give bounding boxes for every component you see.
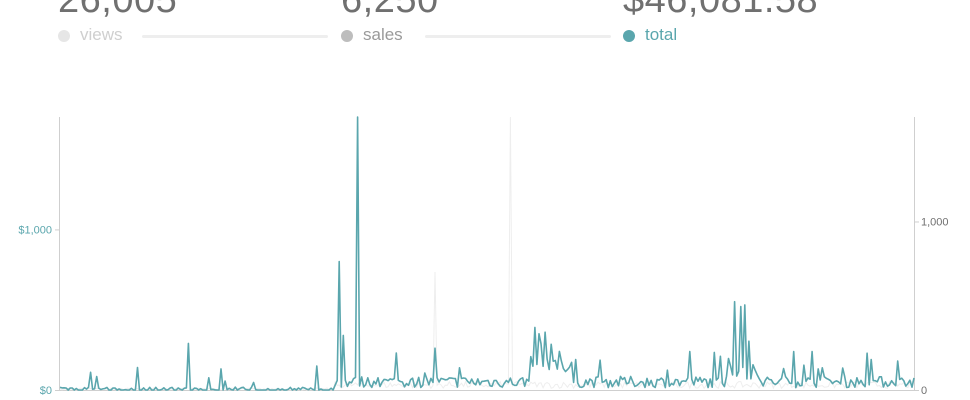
left-tick-label: $0	[40, 385, 52, 397]
stats-bar: 26,005 views 6,250 sales $46,081.58 tota…	[0, 0, 970, 70]
stat-track	[142, 35, 328, 38]
right-tick-label: 1,000	[921, 216, 949, 228]
left-tick-label: $1,000	[18, 224, 52, 236]
sales-dot-icon	[341, 30, 353, 42]
views-dot-icon	[58, 30, 70, 42]
total-series-line	[59, 116, 915, 391]
stat-value: 26,005	[58, 0, 178, 21]
stat-label: views	[80, 25, 123, 44]
right-tick-label: 0	[921, 385, 927, 397]
stat-value: 6,250	[341, 0, 439, 21]
stat-sales[interactable]: 6,250 sales	[341, 0, 611, 46]
stat-label: total	[645, 25, 678, 44]
views-series-line	[59, 116, 915, 391]
stat-total[interactable]: $46,081.58 total	[623, 0, 818, 46]
left-axis-ticks: $0 $1,000	[18, 224, 60, 397]
stat-views[interactable]: 26,005 views	[58, 0, 328, 46]
stat-track	[425, 35, 611, 38]
stat-label: sales	[363, 25, 403, 44]
total-dot-icon	[623, 30, 635, 42]
right-axis-ticks: 0 1,000	[914, 216, 949, 397]
stat-value: $46,081.58	[623, 0, 819, 21]
